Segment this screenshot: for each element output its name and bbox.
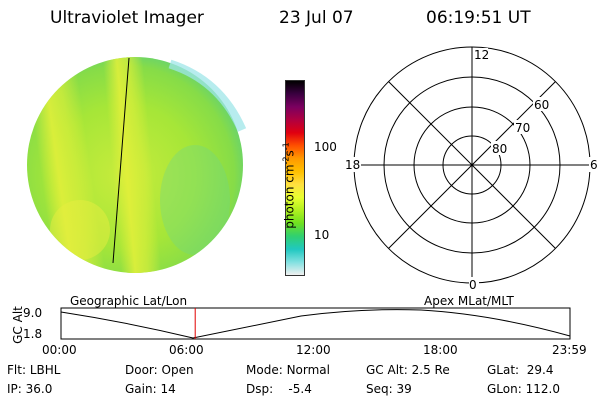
colorbar-tick-10: 10 — [314, 228, 330, 242]
lat-label-60: 60 — [534, 98, 549, 112]
time-tick-0600: 06:00 — [169, 343, 204, 357]
info-glat: GLat: 29.4 — [487, 363, 554, 377]
info-gc-alt: GC Alt: 2.5 Re — [366, 363, 450, 377]
info-seq: Seq: 39 — [366, 382, 412, 396]
info-mode: Mode: Normal — [246, 363, 330, 377]
altitude-ytick-top: 9.0 — [23, 306, 43, 320]
info-dsp: Dsp: -5.4 — [246, 382, 312, 396]
lat-label-80: 80 — [492, 142, 507, 156]
instrument-title: Ultraviolet Imager — [50, 8, 204, 28]
colorbar-label: photon cm-2s-1 — [281, 142, 297, 229]
date-label: 23 Jul 07 — [279, 8, 354, 28]
apex-label: Apex MLat/MLT — [424, 294, 514, 308]
mlt-label-6: 6 — [590, 158, 598, 172]
time-label: 06:19:51 UT — [426, 8, 531, 28]
colorbar — [285, 80, 305, 276]
lat-label-70: 70 — [515, 121, 530, 135]
time-tick-2359: 23:59 — [552, 343, 587, 357]
geographic-label: Geographic Lat/Lon — [70, 294, 188, 308]
info-ip: IP: 36.0 — [7, 382, 53, 396]
colorbar-tick-100: 100 — [314, 140, 337, 154]
mlt-label-18: 18 — [345, 158, 360, 172]
polar-plot: 12 18 6 0 60 70 80 — [343, 46, 599, 292]
geographic-image — [27, 57, 247, 273]
altitude-plot — [60, 307, 571, 340]
time-tick-1800: 18:00 — [423, 343, 458, 357]
info-glon: GLon: 112.0 — [487, 382, 560, 396]
info-gain: Gain: 14 — [125, 382, 176, 396]
info-door: Door: Open — [125, 363, 194, 377]
altitude-curve — [60, 309, 571, 339]
time-tick-1200: 12:00 — [296, 343, 331, 357]
mlt-label-0: 0 — [469, 278, 477, 292]
terminator-line — [112, 57, 130, 264]
mlt-label-12: 12 — [474, 48, 489, 62]
polar-diagonal-2 — [388, 81, 556, 249]
time-tick-0000: 00:00 — [42, 343, 77, 357]
limb-glow — [168, 59, 247, 132]
info-flt: Flt: LBHL — [7, 363, 61, 377]
altitude-plot-frame — [60, 307, 571, 340]
altitude-ytick-bottom: 1.8 — [23, 327, 43, 341]
